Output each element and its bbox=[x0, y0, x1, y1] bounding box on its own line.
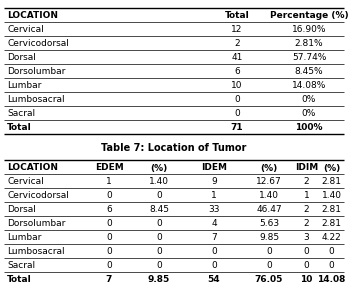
Text: Dorsal: Dorsal bbox=[7, 206, 36, 215]
Text: 71: 71 bbox=[231, 124, 243, 133]
Text: 0: 0 bbox=[106, 219, 112, 228]
Text: 4.22: 4.22 bbox=[322, 233, 341, 243]
Text: 14.08%: 14.08% bbox=[292, 81, 326, 91]
Text: 1.40: 1.40 bbox=[259, 191, 279, 201]
Text: 12: 12 bbox=[231, 25, 243, 34]
Text: LOCATION: LOCATION bbox=[7, 12, 58, 21]
Text: (%): (%) bbox=[260, 164, 278, 173]
Text: 16.90%: 16.90% bbox=[292, 25, 326, 34]
Text: 0: 0 bbox=[234, 109, 240, 118]
Text: (%): (%) bbox=[323, 164, 340, 173]
Text: 10: 10 bbox=[300, 276, 313, 282]
Text: 7: 7 bbox=[211, 233, 217, 243]
Text: 8.45%: 8.45% bbox=[295, 67, 323, 76]
Text: Lumbosacral: Lumbosacral bbox=[7, 248, 65, 257]
Text: 8.45: 8.45 bbox=[149, 206, 169, 215]
Text: 2.81: 2.81 bbox=[322, 177, 341, 186]
Text: Table 7: Location of Tumor: Table 7: Location of Tumor bbox=[101, 143, 247, 153]
Text: 33: 33 bbox=[208, 206, 220, 215]
Text: 0: 0 bbox=[106, 233, 112, 243]
Text: 1: 1 bbox=[106, 177, 112, 186]
Text: EDEM: EDEM bbox=[95, 164, 124, 173]
Text: 1: 1 bbox=[211, 191, 217, 201]
Text: Total: Total bbox=[224, 12, 250, 21]
Text: 46.47: 46.47 bbox=[256, 206, 282, 215]
Text: 2: 2 bbox=[234, 39, 240, 49]
Text: 9.85: 9.85 bbox=[259, 233, 279, 243]
Text: 0: 0 bbox=[156, 248, 162, 257]
Text: Percentage (%): Percentage (%) bbox=[270, 12, 348, 21]
Text: 14.08: 14.08 bbox=[317, 276, 346, 282]
Text: 9.85: 9.85 bbox=[148, 276, 170, 282]
Text: 0: 0 bbox=[156, 191, 162, 201]
Text: 2: 2 bbox=[304, 206, 309, 215]
Text: 76.05: 76.05 bbox=[255, 276, 283, 282]
Text: 7: 7 bbox=[106, 276, 112, 282]
Text: 0: 0 bbox=[266, 248, 272, 257]
Text: 2: 2 bbox=[304, 219, 309, 228]
Text: 1.40: 1.40 bbox=[149, 177, 169, 186]
Text: Lumbar: Lumbar bbox=[7, 81, 41, 91]
Text: Cervical: Cervical bbox=[7, 177, 44, 186]
Text: 6: 6 bbox=[234, 67, 240, 76]
Text: 0: 0 bbox=[303, 261, 309, 270]
Text: 57.74%: 57.74% bbox=[292, 54, 326, 63]
Text: (%): (%) bbox=[150, 164, 168, 173]
Text: 12.67: 12.67 bbox=[256, 177, 282, 186]
Text: 1.40: 1.40 bbox=[322, 191, 341, 201]
Text: 4: 4 bbox=[211, 219, 217, 228]
Text: 0: 0 bbox=[234, 96, 240, 105]
Text: Dorsolumbar: Dorsolumbar bbox=[7, 219, 65, 228]
Text: 0: 0 bbox=[329, 261, 334, 270]
Text: Total: Total bbox=[7, 276, 32, 282]
Text: 2.81: 2.81 bbox=[322, 219, 341, 228]
Text: 10: 10 bbox=[231, 81, 243, 91]
Text: Sacral: Sacral bbox=[7, 109, 35, 118]
Text: 3: 3 bbox=[303, 233, 309, 243]
Text: 0: 0 bbox=[266, 261, 272, 270]
Text: 0: 0 bbox=[156, 261, 162, 270]
Text: Dorsolumbar: Dorsolumbar bbox=[7, 67, 65, 76]
Text: 2.81: 2.81 bbox=[322, 206, 341, 215]
Text: Cervical: Cervical bbox=[7, 25, 44, 34]
Text: IDIM: IDIM bbox=[295, 164, 318, 173]
Text: IDEM: IDEM bbox=[201, 164, 227, 173]
Text: 5.63: 5.63 bbox=[259, 219, 279, 228]
Text: Cervicodorsal: Cervicodorsal bbox=[7, 191, 69, 201]
Text: 0: 0 bbox=[106, 248, 112, 257]
Text: Sacral: Sacral bbox=[7, 261, 35, 270]
Text: 0: 0 bbox=[303, 248, 309, 257]
Text: 0: 0 bbox=[106, 191, 112, 201]
Text: Lumbar: Lumbar bbox=[7, 233, 41, 243]
Text: 54: 54 bbox=[208, 276, 220, 282]
Text: 6: 6 bbox=[106, 206, 112, 215]
Text: 100%: 100% bbox=[295, 124, 323, 133]
Text: 1: 1 bbox=[303, 191, 309, 201]
Text: 0: 0 bbox=[211, 261, 217, 270]
Text: 0: 0 bbox=[211, 248, 217, 257]
Text: Cervicodorsal: Cervicodorsal bbox=[7, 39, 69, 49]
Text: 2.81%: 2.81% bbox=[295, 39, 323, 49]
Text: 41: 41 bbox=[231, 54, 243, 63]
Text: 0: 0 bbox=[329, 248, 334, 257]
Text: 0: 0 bbox=[156, 219, 162, 228]
Text: 9: 9 bbox=[211, 177, 217, 186]
Text: Dorsal: Dorsal bbox=[7, 54, 36, 63]
Text: 0%: 0% bbox=[302, 96, 316, 105]
Text: 0: 0 bbox=[106, 261, 112, 270]
Text: 2: 2 bbox=[304, 177, 309, 186]
Text: 0: 0 bbox=[156, 233, 162, 243]
Text: Lumbosacral: Lumbosacral bbox=[7, 96, 65, 105]
Text: LOCATION: LOCATION bbox=[7, 164, 58, 173]
Text: 0%: 0% bbox=[302, 109, 316, 118]
Text: Total: Total bbox=[7, 124, 32, 133]
